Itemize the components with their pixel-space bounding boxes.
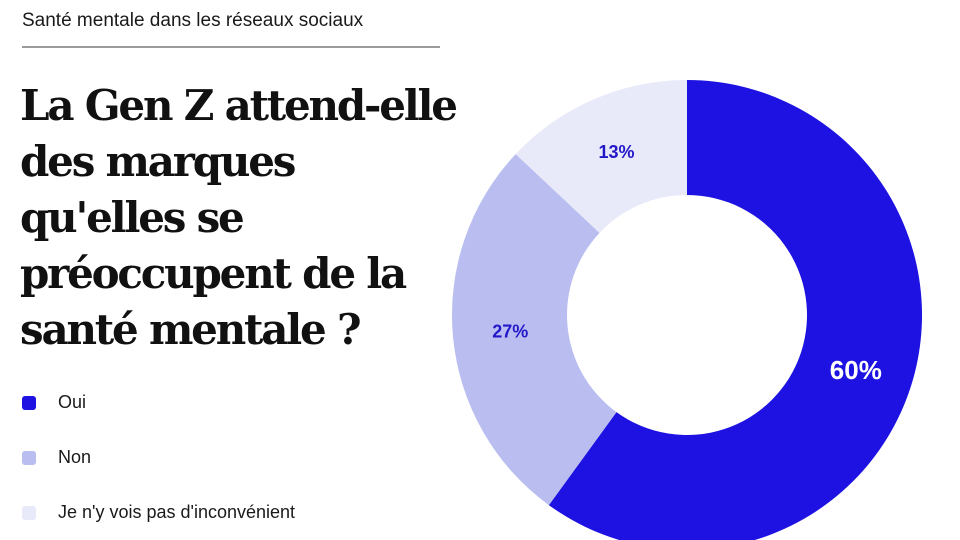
legend-label-oui: Oui — [58, 392, 87, 412]
legend-swatch-indifferent — [22, 505, 36, 520]
slice-non — [452, 154, 617, 506]
slice-label-indifferent: 13% — [598, 142, 634, 162]
legend-item-oui: Oui — [22, 392, 86, 413]
slice-indifferent — [515, 80, 687, 233]
header-divider — [22, 46, 440, 48]
slice-oui — [548, 80, 922, 540]
donut-chart: 60% 27% 13% — [452, 80, 922, 540]
legend-label-indifferent: Je n'y vois pas d'inconvénient — [58, 502, 296, 522]
legend-swatch-oui — [22, 395, 36, 410]
chart-title: La Gen Z attend-elle des marques qu'elle… — [20, 81, 458, 354]
legend-item-non: Non — [22, 447, 91, 468]
legend-item-indifferent: Je n'y vois pas d'inconvénient — [22, 502, 295, 523]
slice-label-non: 27% — [492, 322, 528, 342]
legend-swatch-non — [22, 450, 36, 465]
legend-label-non: Non — [58, 447, 92, 467]
chart-kicker: Santé mentale dans les réseaux sociaux — [22, 10, 364, 31]
slice-label-oui: 60% — [830, 355, 882, 385]
